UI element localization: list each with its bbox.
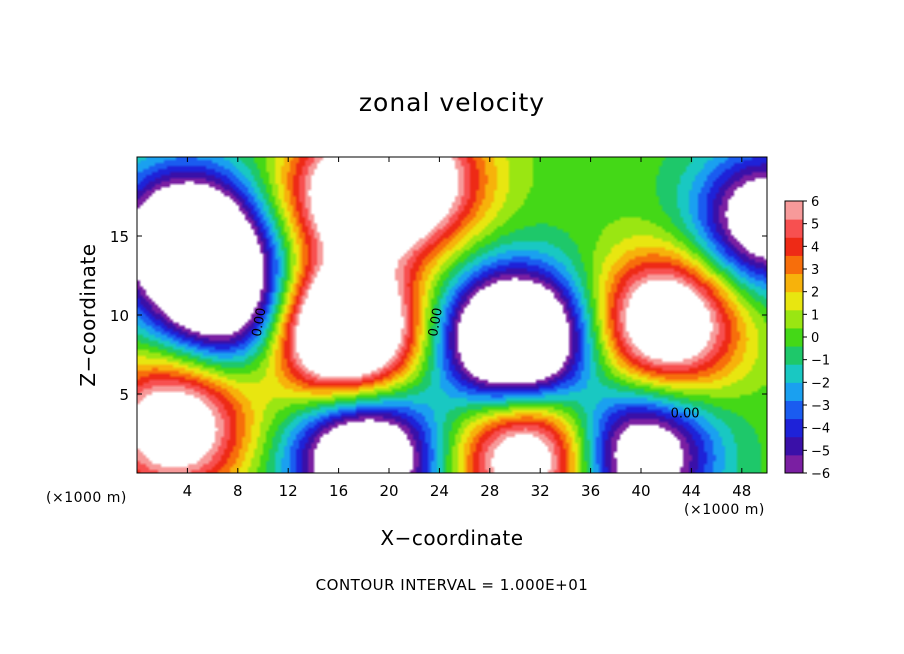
colorbar-swatch <box>785 309 803 329</box>
colorbar-swatch <box>785 454 803 474</box>
colorbar-tick-label: 6 <box>811 195 819 210</box>
x-tick-label: 8 <box>233 482 243 500</box>
colorbar-tick-label: 0 <box>811 331 819 346</box>
x-tick-label: 16 <box>329 482 348 500</box>
contour-label-zero: 0.00 <box>671 407 700 422</box>
x-tick-label: 40 <box>631 482 650 500</box>
contour-label-zero: 0.00 <box>250 307 270 338</box>
colorbar-swatch <box>785 382 803 401</box>
contour-label-zero: 0.00 <box>426 307 446 338</box>
y-tick-label: 10 <box>110 307 129 325</box>
colorbar-tick-label: 2 <box>811 286 819 301</box>
contour-interval-note: CONTOUR INTERVAL = 1.000E+01 <box>315 576 589 594</box>
y-axis-unit: (×1000 m) <box>46 490 127 506</box>
colorbar-swatch <box>785 201 803 220</box>
colorbar-swatch <box>785 255 803 275</box>
colorbar-swatch <box>785 400 803 420</box>
x-axis-unit: (×1000 m) <box>684 502 765 518</box>
colorbar-tick-label: −2 <box>811 376 830 391</box>
colorbar-swatch <box>785 327 803 347</box>
colorbar-tick-label: −6 <box>811 467 830 482</box>
x-tick-label: 36 <box>581 482 600 500</box>
x-tick-label: 20 <box>379 482 398 500</box>
x-tick-label: 4 <box>183 482 193 500</box>
colorbar-swatch <box>785 364 803 383</box>
colorbar-tick-label: −1 <box>811 354 830 369</box>
y-tick-label: 5 <box>119 386 129 404</box>
y-tick-label: 15 <box>110 228 129 246</box>
colorbar-swatch <box>785 291 803 311</box>
colorbar-tick-label: 5 <box>811 218 819 233</box>
colorbar-swatch <box>785 436 803 456</box>
velocity-field-image <box>137 157 767 473</box>
colorbar-tick-label: −4 <box>811 422 830 437</box>
chart-title: zonal velocity <box>358 88 546 117</box>
x-tick-label: 28 <box>480 482 499 500</box>
x-tick-label: 32 <box>531 482 550 500</box>
colorbar-tick-label: −3 <box>811 399 830 414</box>
colorbar-swatch <box>785 237 803 256</box>
colorbar-tick-label: 1 <box>811 308 819 323</box>
colorbar-tick-label: −5 <box>811 444 830 459</box>
colorbar-tick-label: 4 <box>811 240 819 255</box>
colorbar-swatch <box>785 418 803 438</box>
x-tick-label: 12 <box>279 482 298 500</box>
x-tick-label: 44 <box>682 482 701 500</box>
x-tick-label: 24 <box>430 482 449 500</box>
x-axis-label: X−coordinate <box>380 526 524 550</box>
colorbar-tick-label: 3 <box>811 263 819 278</box>
x-tick-label: 48 <box>732 482 751 500</box>
colorbar-swatch <box>785 346 803 365</box>
colorbar-swatch <box>785 273 803 293</box>
colorbar-swatch <box>785 219 803 238</box>
